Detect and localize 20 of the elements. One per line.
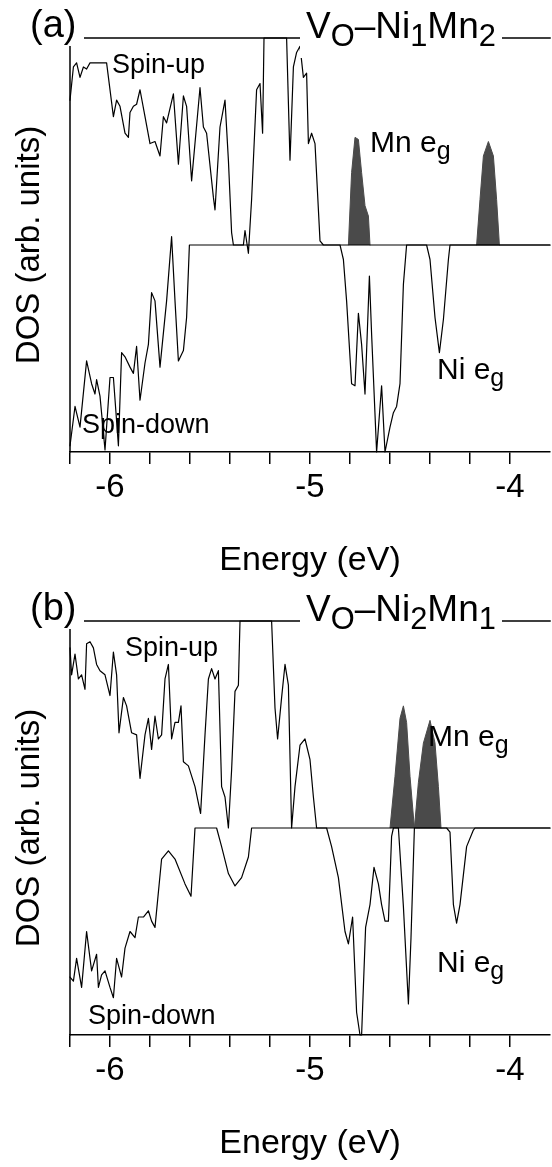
x-tick-label: -5 xyxy=(295,466,325,504)
chart-title: V$_{O}$–Ni$_{2}$Mn$_{1}$ xyxy=(300,587,502,642)
x-tick-label: -6 xyxy=(95,1049,125,1087)
annotation: (b) xyxy=(30,586,85,629)
annotation: Mn e$_{g}$ xyxy=(370,125,451,165)
x-tick-label: -5 xyxy=(295,1049,325,1087)
x-axis-title: Energy (eV) xyxy=(219,538,401,577)
x-tick-label: -6 xyxy=(95,466,125,504)
annotation: (a) xyxy=(30,3,85,46)
annotation: Spin-up xyxy=(125,632,219,663)
chart-title: V$_{O}$–Ni$_{1}$Mn$_{2}$ xyxy=(300,4,502,59)
annotation: Spin-up xyxy=(112,49,206,80)
x-tick-label: -4 xyxy=(495,466,525,504)
y-axis-title: DOS (arb. units) xyxy=(9,708,47,948)
annotation: Ni e$_{g}$ xyxy=(437,352,505,392)
x-axis-title: Energy (eV) xyxy=(219,1121,401,1160)
x-tick-label: -4 xyxy=(495,1049,525,1087)
annotation: Ni e$_{g}$ xyxy=(437,945,505,985)
y-axis-title: DOS (arb. units) xyxy=(9,125,47,365)
annotation: Spin-down xyxy=(88,1000,216,1031)
